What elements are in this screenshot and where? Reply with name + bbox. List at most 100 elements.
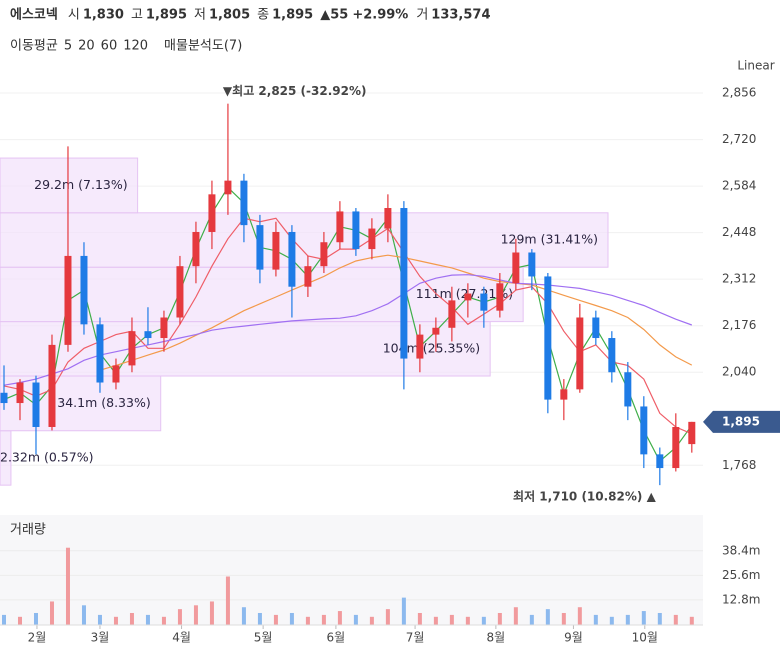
volume-bar — [257, 612, 262, 625]
volume-bar — [369, 616, 374, 625]
candle-body — [640, 406, 648, 455]
y-tick-label: 2,720 — [722, 132, 756, 146]
candle-body — [656, 454, 664, 469]
y-tick-label: 2,584 — [722, 179, 756, 193]
volume-bar — [657, 612, 662, 625]
candle-body — [528, 252, 536, 277]
volume-bar — [113, 616, 118, 625]
candle-body — [672, 426, 680, 469]
price-tag — [703, 410, 780, 433]
candle-body — [592, 317, 600, 339]
candle-body — [240, 180, 248, 226]
candle-body — [432, 327, 440, 335]
profile-label: 29.2m (7.13%) — [34, 177, 127, 192]
candle-body — [416, 334, 424, 359]
volume-bar — [177, 609, 182, 625]
volume-bar — [641, 611, 646, 625]
candle-body — [48, 344, 56, 427]
candle-body — [288, 231, 296, 287]
candle-body — [16, 382, 24, 404]
volume-bar — [593, 614, 598, 625]
y-tick-label: 2,856 — [722, 86, 756, 100]
legend-text: 5 — [64, 39, 72, 54]
candle-body — [624, 372, 632, 407]
legend-text: 매물분석도(7) — [164, 39, 242, 54]
volume-bar — [81, 605, 86, 625]
volume-bar — [625, 614, 630, 625]
volume-title: 거래량 — [10, 523, 46, 538]
candle-body — [336, 211, 344, 243]
candle-body — [352, 211, 360, 250]
x-tick-label: 3월 — [91, 631, 110, 645]
header-text: 시 — [68, 8, 80, 23]
low-annotation: 최저 1,710 (10.82%) ▲ — [513, 489, 657, 504]
volume-bar — [353, 614, 358, 625]
candle-body — [368, 228, 376, 250]
header-text: 종 — [257, 8, 269, 23]
x-tick-label: 6월 — [327, 631, 346, 645]
volume-bar — [673, 614, 678, 625]
header: 에스코넥 시 1,830 고 1,895 저 1,805 종 1,895 ▲55 +2.99% 거 13… — [10, 7, 491, 23]
x-tick-label: 5월 — [254, 631, 273, 645]
candle-body — [160, 317, 168, 339]
volume-bar — [17, 616, 22, 625]
scale-toggle[interactable]: Linear — [737, 59, 774, 73]
volume-bar — [513, 607, 518, 625]
candle-body — [320, 242, 328, 267]
x-tick-label: 8월 — [487, 631, 506, 645]
ma-line — [3, 274, 693, 386]
header-text: 에스코넥 — [10, 7, 58, 23]
profile-label: 34.1m (8.33%) — [57, 395, 150, 410]
volume-bar — [561, 612, 566, 625]
volume-bar — [321, 614, 326, 625]
header-text: 저 — [194, 8, 206, 23]
profile-bar — [0, 212, 609, 268]
candle-body — [0, 392, 8, 404]
candle-body — [192, 231, 200, 267]
volume-tick-label: 25.6m — [722, 568, 760, 582]
profile-label: 129m (31.41%) — [501, 232, 598, 247]
legend-text: 60 — [101, 39, 118, 54]
y-tick-label: 2,448 — [722, 225, 756, 239]
candle-body — [576, 317, 584, 390]
volume-bar — [193, 605, 198, 625]
candle-body — [256, 225, 264, 270]
candle-body — [480, 293, 488, 311]
header-text: 거 — [416, 8, 428, 23]
volume-bar — [481, 616, 486, 625]
volume-bar — [225, 576, 230, 625]
legend-text: 이동평균 — [10, 39, 58, 54]
header-text: 1,830 — [83, 8, 124, 23]
profile-label: 2.32m (0.57%) — [0, 449, 93, 464]
candle-body — [80, 255, 88, 325]
volume-bar — [401, 597, 406, 625]
candle-body — [224, 180, 232, 195]
y-tick-label: 2,176 — [722, 318, 756, 332]
candle-body — [176, 266, 184, 318]
volume-bar — [689, 616, 694, 625]
header-text: 133,574 — [431, 8, 490, 23]
candle-body — [272, 231, 280, 270]
volume-tick-label: 38.4m — [722, 543, 760, 557]
volume-bar — [529, 614, 534, 625]
volume-bar — [129, 612, 134, 625]
candle-body — [608, 338, 616, 373]
volume-bar — [497, 612, 502, 625]
profile-bar — [0, 321, 491, 377]
volume-bar — [417, 612, 422, 625]
volume-bar — [161, 616, 166, 625]
volume-bar — [305, 616, 310, 625]
high-annotation: ▼최고 2,825 (-32.92%) — [223, 83, 367, 98]
legend-text: 120 — [123, 39, 148, 54]
x-tick-label: 9월 — [564, 631, 583, 645]
candle-body — [512, 252, 520, 284]
header-text: 1,895 — [272, 8, 313, 23]
volume-bar — [433, 616, 438, 625]
candle-body — [400, 208, 408, 359]
candle-body — [560, 389, 568, 400]
header-text: ▲55 — [320, 8, 348, 23]
legend-text: 20 — [78, 39, 95, 54]
x-tick-label: 7월 — [406, 631, 425, 645]
volume-bar — [49, 601, 54, 625]
